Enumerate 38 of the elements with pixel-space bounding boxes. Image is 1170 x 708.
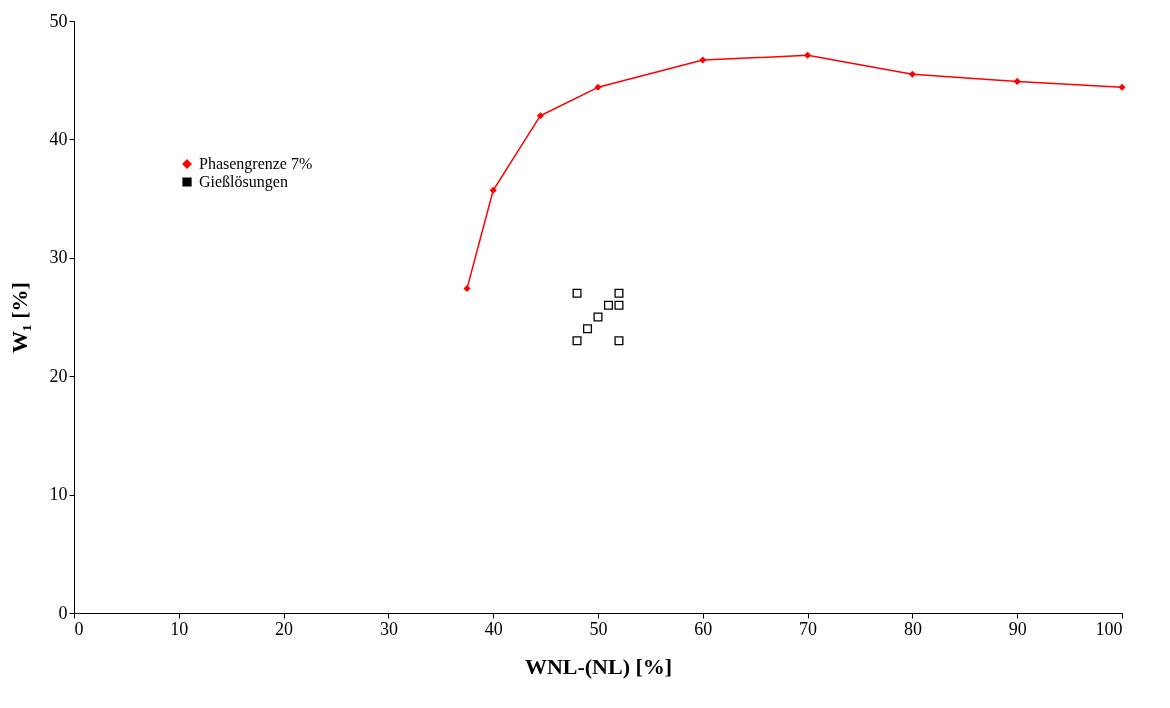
y-tick-label: 20 (49, 365, 68, 386)
y-tick-label: 30 (49, 247, 68, 268)
point (583, 324, 593, 334)
x-tick-label: 40 (484, 618, 503, 639)
y-axis-title: W₁ [%] (6, 282, 32, 353)
x-tick-label: 0 (74, 618, 84, 639)
legend-label: Gießlösungen (199, 173, 288, 191)
y-tick-label: 10 (49, 484, 68, 505)
y-tick-label: 40 (49, 128, 68, 149)
point (1118, 83, 1126, 91)
point (594, 83, 602, 91)
x-tick-label: 60 (694, 618, 713, 639)
point (572, 288, 582, 298)
y-tick-label: 50 (49, 10, 68, 31)
x-tick-label: 100 (1095, 618, 1123, 639)
point (489, 186, 497, 194)
x-tick-label: 50 (589, 618, 608, 639)
x-tick-label: 70 (799, 618, 818, 639)
x-axis-title: WNL-(NL) [%] (524, 653, 673, 679)
point (614, 300, 624, 310)
point (908, 70, 916, 78)
x-tick-label: 20 (275, 618, 294, 639)
point (536, 112, 544, 120)
x-tick-label: 10 (170, 618, 189, 639)
x-tick-label: 30 (379, 618, 398, 639)
legend-label: Phasengrenze 7% (199, 155, 313, 173)
point (614, 288, 624, 298)
point (804, 51, 812, 59)
point (572, 336, 582, 346)
point (1013, 77, 1021, 85)
point (699, 56, 707, 64)
point (593, 312, 603, 322)
point (614, 336, 624, 346)
y-tick-label: 0 (58, 602, 68, 623)
x-tick-label: 80 (903, 618, 922, 639)
point (463, 285, 471, 293)
point (603, 300, 613, 310)
x-tick-label: 90 (1008, 618, 1027, 639)
